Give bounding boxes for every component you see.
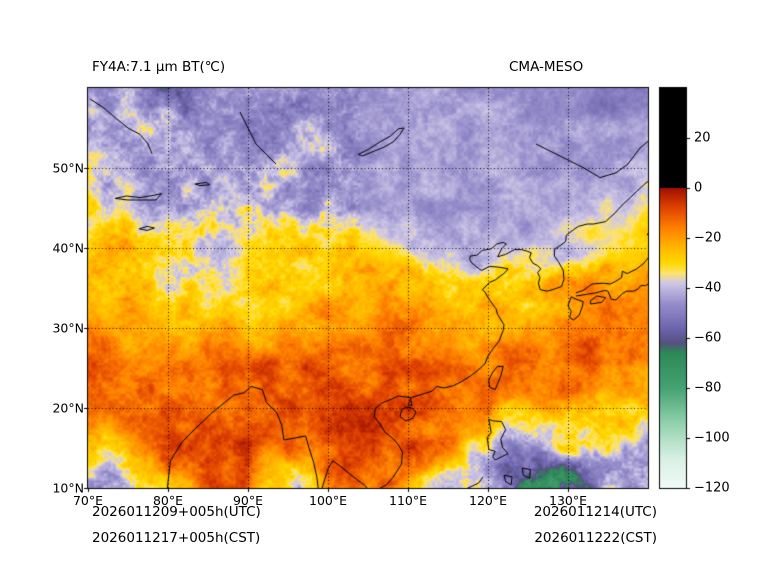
- annotation-valid-time-cst: 2026011222(CST): [534, 530, 657, 546]
- annotation-valid-time-utc: 2026011214(UTC): [533, 504, 657, 520]
- annotation-init-time-utc: 2026011209+005h(UTC): [92, 504, 261, 520]
- plot-title: FY4A:7.1 μm BT(℃): [92, 59, 226, 75]
- model-name-label: CMA-MESO: [509, 59, 584, 75]
- annotation-init-time-cst: 2026011217+005h(CST): [92, 530, 261, 546]
